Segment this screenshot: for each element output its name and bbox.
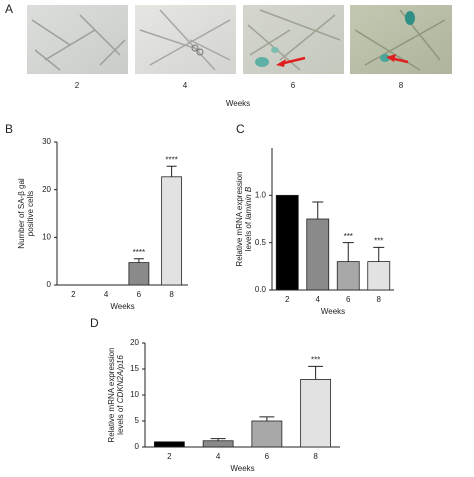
y-axis-label-part: levels of	[116, 403, 125, 435]
micrograph	[350, 5, 452, 74]
panel-label: C	[236, 122, 245, 136]
error-bar	[312, 201, 324, 219]
y-tick-label: 0	[47, 280, 52, 289]
error-bar	[342, 242, 354, 262]
x-tick-label: 6	[137, 290, 142, 299]
micrographs	[27, 5, 452, 74]
x-axis-label: Weeks	[226, 99, 250, 108]
x-tick-label: 6	[346, 295, 351, 304]
bar	[161, 176, 183, 286]
error-bar	[308, 365, 324, 380]
y-tick-label: 0.5	[255, 238, 267, 247]
y-axis-label-part: Relative mRNA expression	[235, 171, 244, 266]
micrograph	[135, 5, 236, 74]
x-tick-label: 4	[216, 452, 221, 461]
x-tick-label: 8	[169, 290, 174, 299]
y-tick-label: 5	[135, 416, 140, 425]
y-axis-label-part: laminin B	[244, 186, 253, 220]
y-tick-label: 10	[42, 232, 51, 241]
x-tick-label: 2	[71, 290, 76, 299]
y-tick-label: 0	[135, 442, 140, 451]
x-tick-label: 4	[316, 295, 321, 304]
x-tick-label: 2	[285, 295, 290, 304]
bar	[202, 440, 234, 448]
y-axis-label: Number of SA-β gal	[17, 178, 26, 249]
y-axis-label: positive cells	[26, 191, 35, 236]
y-tick-label: 20	[42, 185, 51, 194]
y-axis-label-part: Relative mRNA expression	[107, 347, 116, 442]
y-tick-label: 1.0	[255, 190, 267, 199]
y-tick-label: 20	[130, 338, 139, 347]
bar	[153, 441, 185, 448]
error-bar	[166, 165, 177, 177]
significance-label: ****	[133, 248, 145, 257]
error-bar	[259, 416, 275, 421]
panel-label: B	[5, 122, 13, 136]
y-axis-label: Relative mRNA expression	[235, 171, 244, 266]
significance-label: ***	[311, 356, 320, 365]
x-tick-label: 4	[104, 290, 109, 299]
y-tick-label: 30	[42, 137, 51, 146]
timepoint-label: 6	[291, 81, 296, 90]
y-axis-label-part: CDKN2A/p16	[116, 355, 125, 404]
significance-label: ****	[165, 155, 177, 164]
micrograph	[27, 5, 128, 74]
significance-label: ***	[344, 232, 353, 241]
bar	[300, 378, 332, 448]
y-axis-label: levels of laminin B	[244, 186, 253, 251]
y-axis-label-part: positive cells	[26, 191, 35, 236]
y-tick-label: 0.0	[255, 285, 267, 294]
x-axis-label: Weeks	[110, 302, 134, 311]
error-bar	[210, 438, 226, 441]
y-axis-label: levels of CDKN2A/p16	[116, 355, 125, 435]
error-bar	[373, 246, 385, 262]
bar	[367, 261, 391, 291]
y-axis-label: Relative mRNA expression	[107, 347, 116, 442]
x-tick-label: 8	[377, 295, 382, 304]
x-tick-label: 2	[167, 452, 172, 461]
panel-label: D	[90, 316, 99, 330]
bar	[336, 261, 360, 291]
x-tick-label: 6	[265, 452, 270, 461]
x-axis-label: Weeks	[230, 464, 254, 473]
timepoint-label: 8	[399, 81, 404, 90]
significance-label: ***	[374, 237, 383, 246]
x-tick-label: 8	[313, 452, 318, 461]
timepoint-label: 2	[75, 81, 80, 90]
y-axis-label-part: Number of SA-β gal	[17, 178, 26, 249]
bar	[275, 194, 299, 291]
bar	[128, 262, 150, 286]
timepoint-label: 4	[183, 81, 188, 90]
error-bar	[133, 258, 144, 263]
x-axis-label: Weeks	[321, 307, 345, 316]
bar	[251, 420, 283, 448]
y-axis-label-part: levels of	[244, 220, 253, 252]
bar	[306, 218, 330, 291]
y-tick-label: 10	[130, 390, 139, 399]
panel-label: A	[5, 2, 13, 16]
y-tick-label: 15	[130, 364, 139, 373]
